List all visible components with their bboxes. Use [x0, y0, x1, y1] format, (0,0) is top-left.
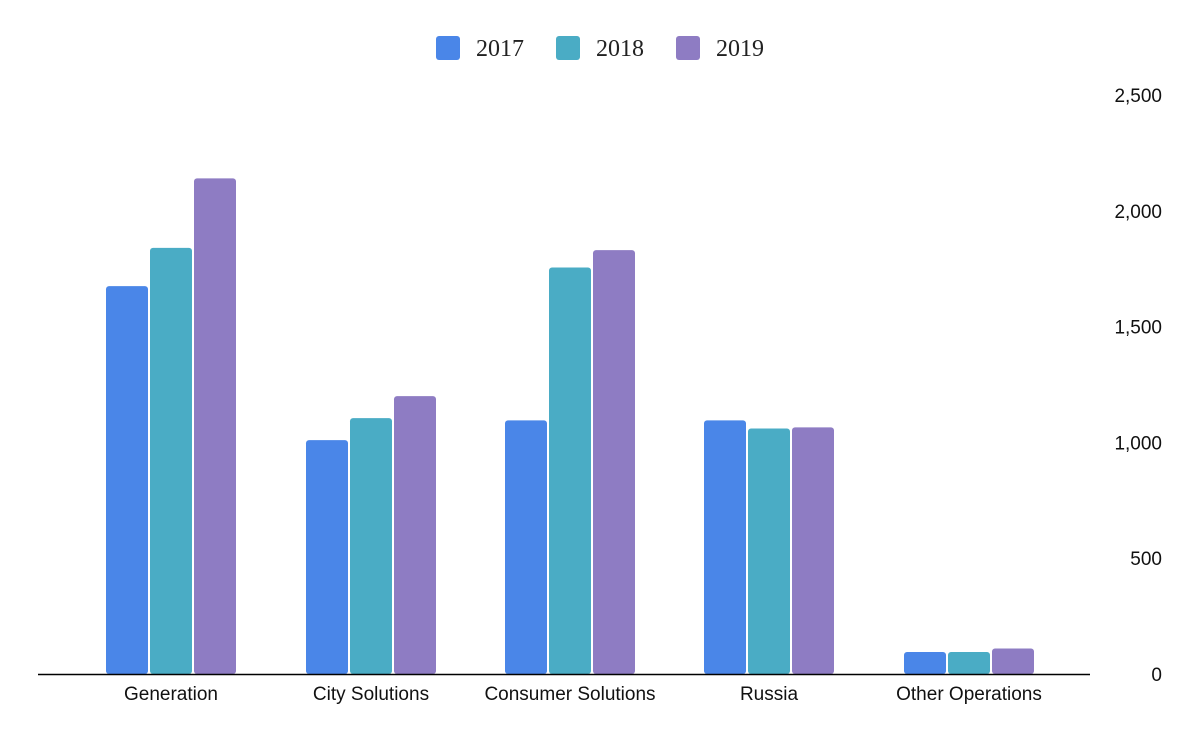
y-tick-label: 1,500 [1114, 318, 1162, 339]
x-tick-label-generation: Generation [124, 684, 218, 705]
x-tick-label-russia: Russia [740, 684, 799, 705]
bar-other-operations-2019 [992, 648, 1034, 674]
y-tick-label: 1,000 [1114, 433, 1162, 454]
y-axis: 0 500 1,000 1,500 2,000 2,500 [1114, 86, 1162, 686]
x-axis: Generation City Solutions Consumer Solutio… [38, 673, 1090, 705]
y-tick-label: 0 [1151, 665, 1162, 686]
legend-swatch-2018 [556, 36, 580, 60]
x-tick-label-city-solutions: City Solutions [313, 684, 429, 705]
legend-swatch-2017 [436, 36, 460, 60]
y-tick-label: 2,000 [1114, 202, 1162, 223]
legend-label-2018: 2018 [596, 36, 644, 62]
bar-generation-2019 [194, 178, 236, 674]
bar-other-operations-2017 [904, 651, 946, 674]
bar-consumer-solutions-2017 [505, 420, 547, 674]
bar-generation-2017 [106, 286, 148, 674]
x-tick-label-consumer-solutions: Consumer Solutions [484, 684, 655, 705]
bar-russia-2019 [792, 427, 834, 674]
bar-generation-2018 [150, 247, 192, 674]
bars [106, 178, 1034, 674]
bar-consumer-solutions-2018 [549, 267, 591, 674]
bar-other-operations-2018 [948, 651, 990, 674]
y-tick-label: 2,500 [1114, 86, 1162, 107]
bar-city-solutions-2017 [306, 440, 348, 674]
x-tick-label-other-operations: Other Operations [896, 684, 1042, 705]
y-tick-label: 500 [1130, 549, 1162, 570]
bar-russia-2018 [748, 428, 790, 674]
bar-city-solutions-2019 [394, 396, 436, 674]
legend-label-2019: 2019 [716, 36, 764, 62]
bar-russia-2017 [704, 420, 746, 674]
bar-consumer-solutions-2019 [593, 250, 635, 674]
legend-swatch-2019 [676, 36, 700, 60]
bar-city-solutions-2018 [350, 418, 392, 674]
legend-label-2017: 2017 [476, 36, 524, 62]
legend: 2017 2018 2019 [436, 36, 764, 62]
